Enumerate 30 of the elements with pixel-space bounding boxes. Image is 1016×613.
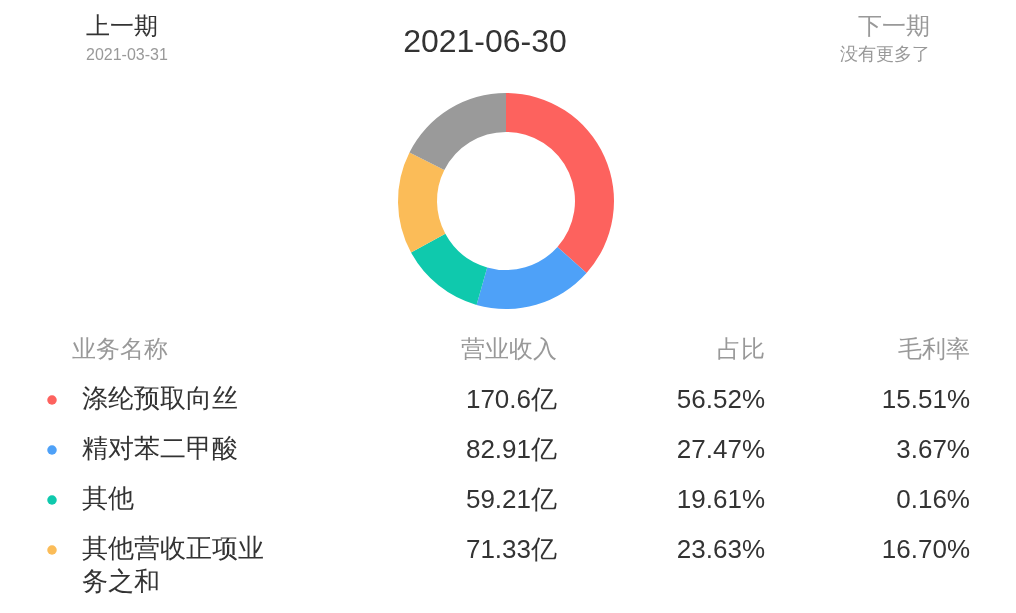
text: 0.16% xyxy=(896,484,970,514)
text: 3.67% xyxy=(896,434,970,464)
text: 15.51% xyxy=(881,384,970,414)
text: 56.52% xyxy=(676,384,765,414)
donut-slice xyxy=(506,93,614,273)
text: 上一期 xyxy=(86,12,158,39)
legend-label: 精对苯二甲酸 xyxy=(82,433,238,463)
donut-slice xyxy=(476,246,587,309)
text: 19.61% xyxy=(676,484,765,514)
text: 毛利率 xyxy=(898,335,970,362)
text: 2021-03-31 xyxy=(86,46,168,63)
data-label: 82.91亿 xyxy=(465,434,557,464)
text: 27.47% xyxy=(676,434,765,464)
text: 16.70% xyxy=(881,534,970,564)
legend-title: 业务名称 xyxy=(72,335,168,362)
text: 营业收入 xyxy=(461,335,557,362)
legend-label: 涤纶预取向丝 xyxy=(82,383,238,413)
donut-slice xyxy=(398,152,446,253)
donut-slice xyxy=(411,233,488,305)
text: 占比 xyxy=(717,335,765,362)
text: 没有更多了 xyxy=(840,44,930,64)
legend-label: 其他 xyxy=(82,483,134,513)
legend-label: 其他营收正项业务之和 xyxy=(82,533,264,596)
text: 下一期 xyxy=(858,12,930,39)
donut-slice xyxy=(409,93,506,171)
chart-title: 2021-06-30 xyxy=(403,23,567,59)
text: 23.63% xyxy=(676,534,765,564)
data-label: 71.33亿 xyxy=(465,534,557,564)
data-label: 170.6亿 xyxy=(465,384,557,414)
data-label: 59.21亿 xyxy=(465,484,557,514)
